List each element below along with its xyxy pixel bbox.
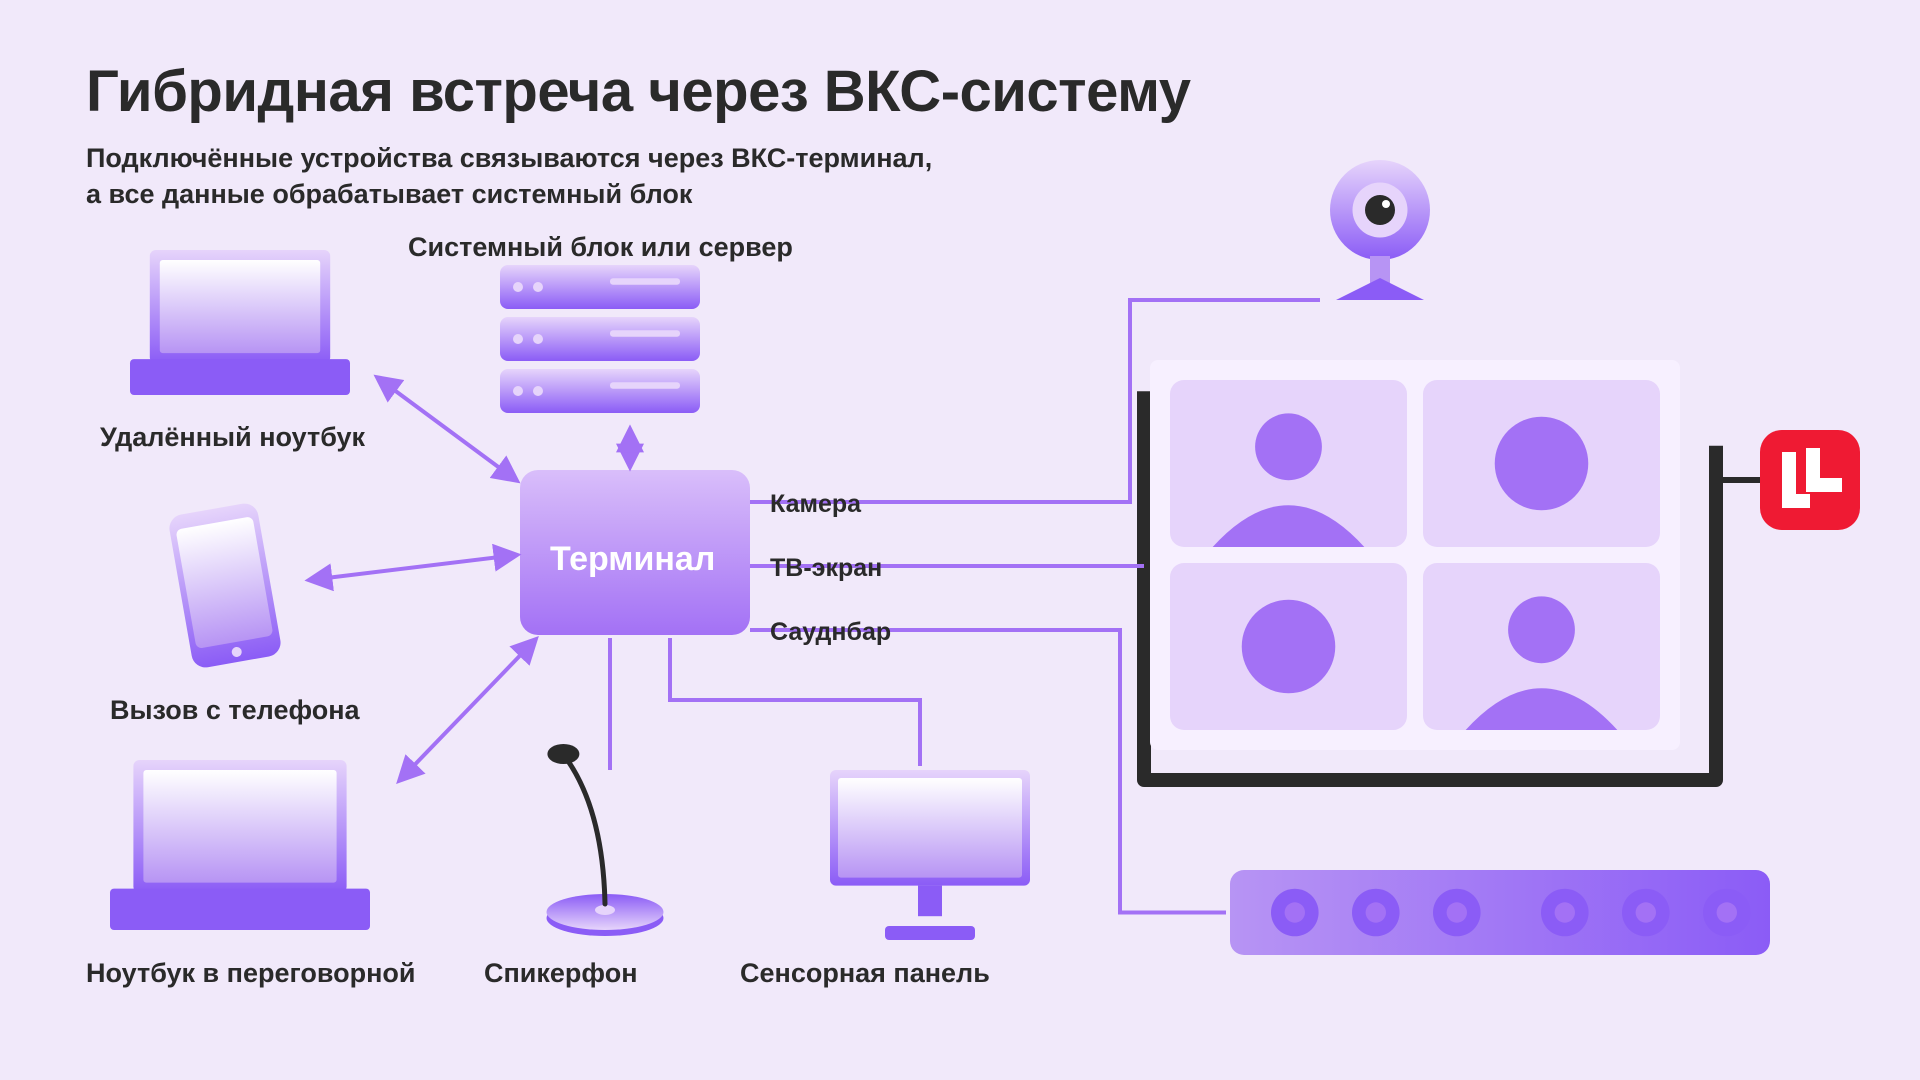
terminal-label: Терминал xyxy=(550,540,715,579)
label-server: Системный блок или сервер xyxy=(408,232,793,263)
label-tv-screen: ТВ-экран xyxy=(770,554,882,583)
label-speakerphone: Спикерфон xyxy=(484,958,638,989)
label-touch-panel: Сенсорная панель xyxy=(740,958,990,989)
subtitle-line: Подключённые устройства связываются чере… xyxy=(86,143,932,173)
label-phone-call: Вызов с телефона xyxy=(110,695,360,726)
label-soundbar: Сауднбар xyxy=(770,618,891,647)
subtitle-line: а все данные обрабатывает системный блок xyxy=(86,179,692,209)
label-laptop-room: Ноутбук в переговорной xyxy=(86,958,416,989)
label-laptop-remote: Удалённый ноутбук xyxy=(100,422,365,453)
label-camera: Камера xyxy=(770,490,861,519)
title: Гибридная встреча через ВКС-систему xyxy=(86,58,1190,125)
subtitle: Подключённые устройства связываются чере… xyxy=(86,140,932,213)
